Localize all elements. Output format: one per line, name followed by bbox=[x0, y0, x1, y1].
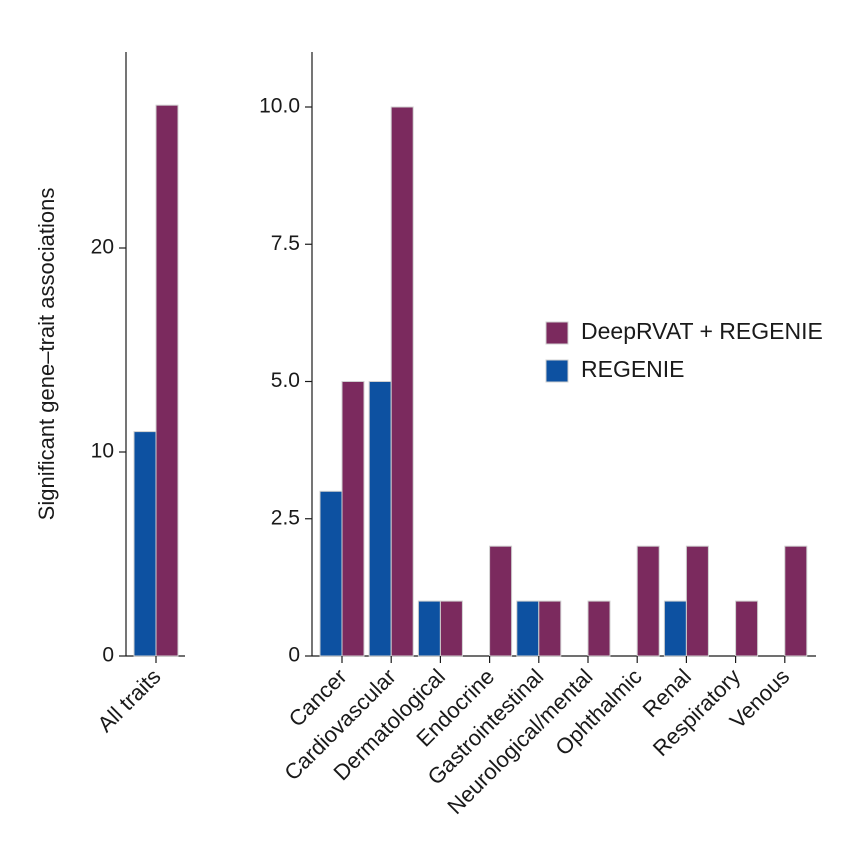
bar-regenie-cardiovascular bbox=[368, 381, 392, 657]
legend-swatch-regenie bbox=[545, 359, 569, 383]
bar-deeprvat-renal bbox=[685, 545, 709, 657]
bar-regenie-cancer bbox=[319, 490, 343, 657]
bar-deeprvat-cardiovascular bbox=[390, 106, 414, 657]
bar-regenie-renal bbox=[663, 600, 687, 657]
bar-deeprvat-neurological-mental bbox=[587, 600, 611, 657]
y-tick-label: 0 bbox=[288, 644, 300, 667]
bar-deeprvat-respiratory bbox=[735, 600, 759, 657]
legend-swatch-deeprvat bbox=[545, 321, 569, 345]
x-tick-label: All traits bbox=[93, 664, 166, 737]
y-axis-label: Significant gene–trait associations bbox=[34, 188, 59, 521]
bar-deeprvat-dermatological bbox=[439, 600, 463, 657]
category-panel: 02.55.07.510.0 CancerCardiovascularDerma… bbox=[259, 52, 816, 819]
bar-deeprvat-venous bbox=[784, 545, 808, 657]
bar-regenie-all-traits bbox=[133, 431, 157, 657]
legend-label-deeprvat: DeepRVAT + REGENIE bbox=[581, 318, 823, 344]
bar-regenie-dermatological bbox=[417, 600, 441, 657]
y-tick-label: 5.0 bbox=[271, 369, 300, 392]
bar-deeprvat-cancer bbox=[341, 381, 365, 657]
y-tick-label: 10 bbox=[91, 440, 114, 463]
y-tick-label: 0 bbox=[102, 644, 114, 667]
bar-deeprvat-endocrine bbox=[489, 545, 513, 657]
y-tick-label: 20 bbox=[91, 236, 114, 259]
bar-deeprvat-all-traits bbox=[155, 104, 179, 657]
y-tick-label: 7.5 bbox=[271, 232, 300, 255]
y-tick-label: 2.5 bbox=[271, 506, 300, 529]
bar-regenie-gastrointestinal bbox=[516, 600, 540, 657]
bar-deeprvat-ophthalmic bbox=[636, 545, 660, 657]
legend: DeepRVAT + REGENIE REGENIE bbox=[545, 318, 823, 383]
y-tick-label: 10.0 bbox=[259, 95, 300, 118]
bar-deeprvat-gastrointestinal bbox=[538, 600, 562, 657]
all-traits-panel: 0 10 20 All traits bbox=[91, 52, 185, 737]
legend-label-regenie: REGENIE bbox=[581, 356, 685, 382]
